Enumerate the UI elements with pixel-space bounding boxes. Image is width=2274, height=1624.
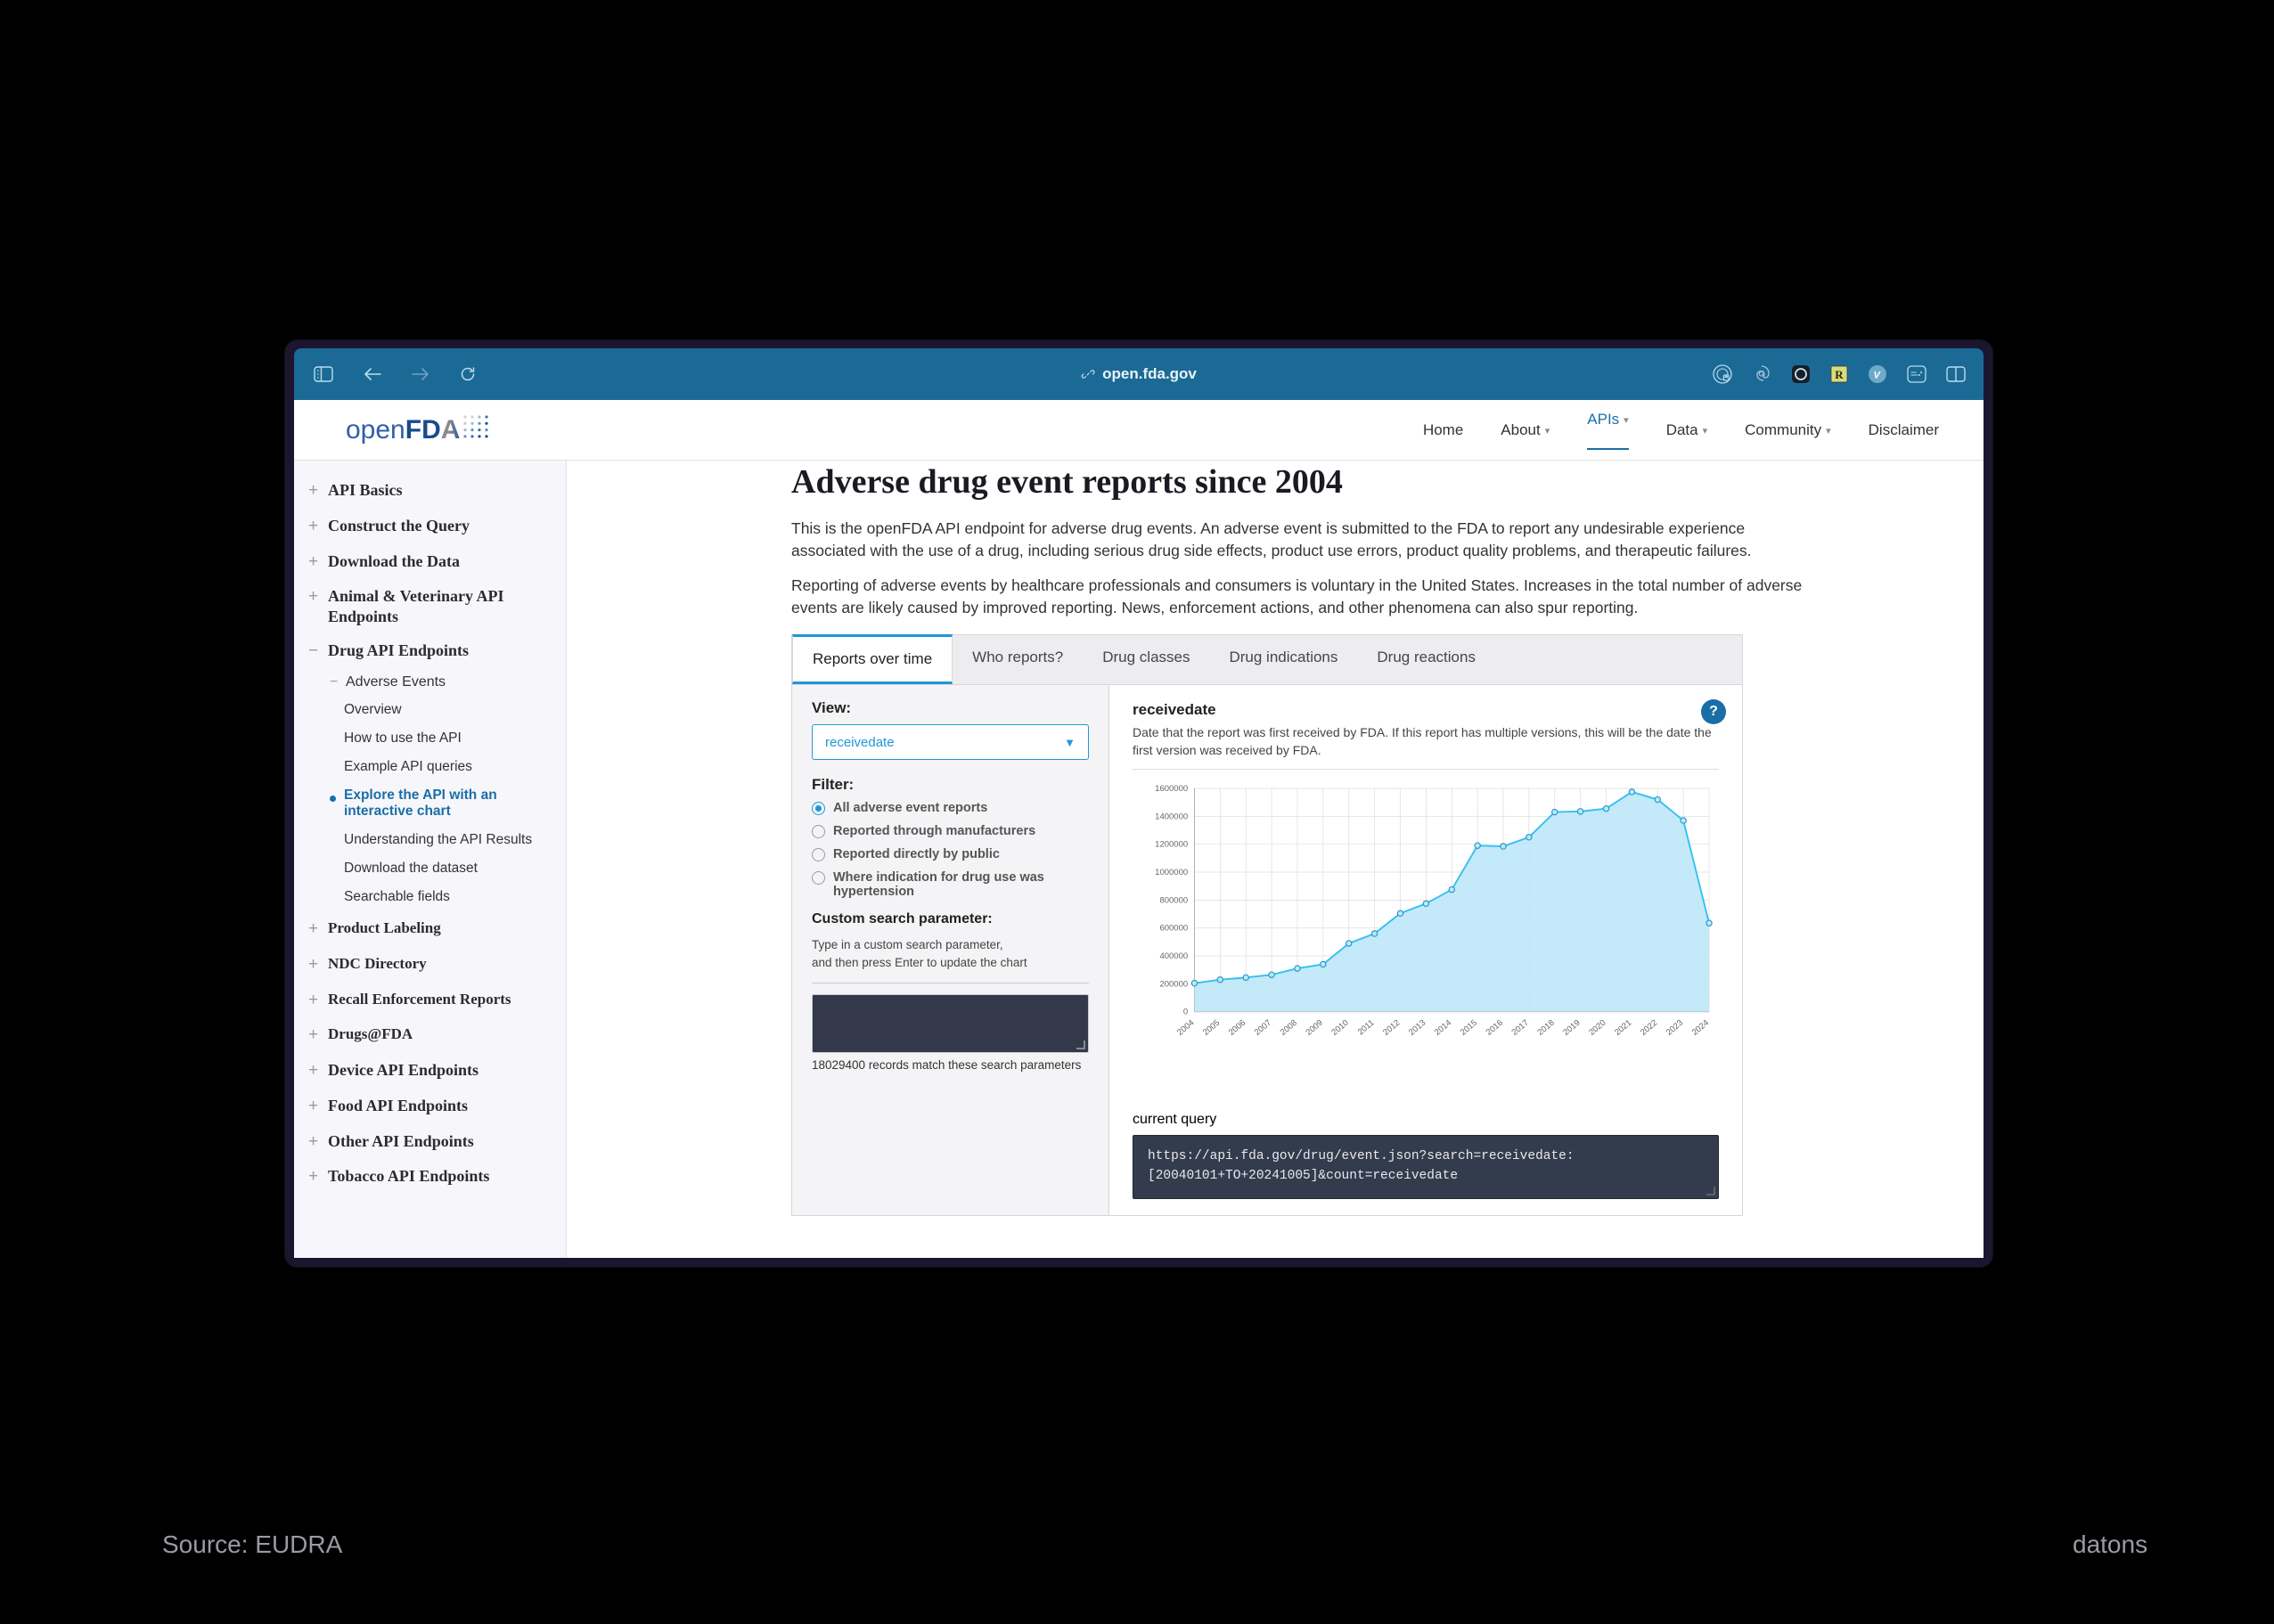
svg-text:1000000: 1000000 — [1155, 867, 1188, 877]
svg-text:2020: 2020 — [1587, 1017, 1607, 1037]
svg-text:2011: 2011 — [1356, 1017, 1377, 1037]
svg-text:G: G — [1759, 371, 1764, 379]
svg-text:0: 0 — [1183, 1007, 1188, 1016]
svg-text:1600000: 1600000 — [1155, 783, 1188, 793]
svg-text:2009: 2009 — [1305, 1017, 1325, 1037]
svg-text:2018: 2018 — [1535, 1017, 1556, 1037]
svg-text:2004: 2004 — [1175, 1017, 1196, 1037]
svg-text:2019: 2019 — [1561, 1017, 1582, 1037]
svg-text:2021: 2021 — [1613, 1017, 1633, 1037]
svg-text:1200000: 1200000 — [1155, 839, 1188, 849]
svg-text:2015: 2015 — [1459, 1017, 1479, 1037]
svg-text:R: R — [1835, 368, 1844, 381]
svg-text:2008: 2008 — [1279, 1017, 1299, 1037]
svg-text:400000: 400000 — [1159, 951, 1188, 960]
svg-text:2024: 2024 — [1690, 1017, 1711, 1037]
svg-text:2023: 2023 — [1665, 1017, 1685, 1037]
svg-text:200000: 200000 — [1159, 979, 1188, 989]
svg-text:2005: 2005 — [1201, 1017, 1222, 1037]
svg-text:2010: 2010 — [1329, 1017, 1350, 1037]
svg-text:2017: 2017 — [1510, 1017, 1531, 1037]
svg-text:2012: 2012 — [1381, 1017, 1402, 1037]
svg-text:2006: 2006 — [1227, 1017, 1247, 1037]
svg-text:1400000: 1400000 — [1155, 812, 1188, 821]
svg-text:600000: 600000 — [1159, 923, 1188, 933]
svg-text:2014: 2014 — [1433, 1017, 1453, 1037]
svg-text:2016: 2016 — [1485, 1017, 1505, 1037]
svg-text:800000: 800000 — [1159, 895, 1188, 905]
svg-text:2022: 2022 — [1639, 1017, 1659, 1037]
svg-text:2007: 2007 — [1253, 1017, 1273, 1037]
svg-text:2013: 2013 — [1407, 1017, 1427, 1037]
